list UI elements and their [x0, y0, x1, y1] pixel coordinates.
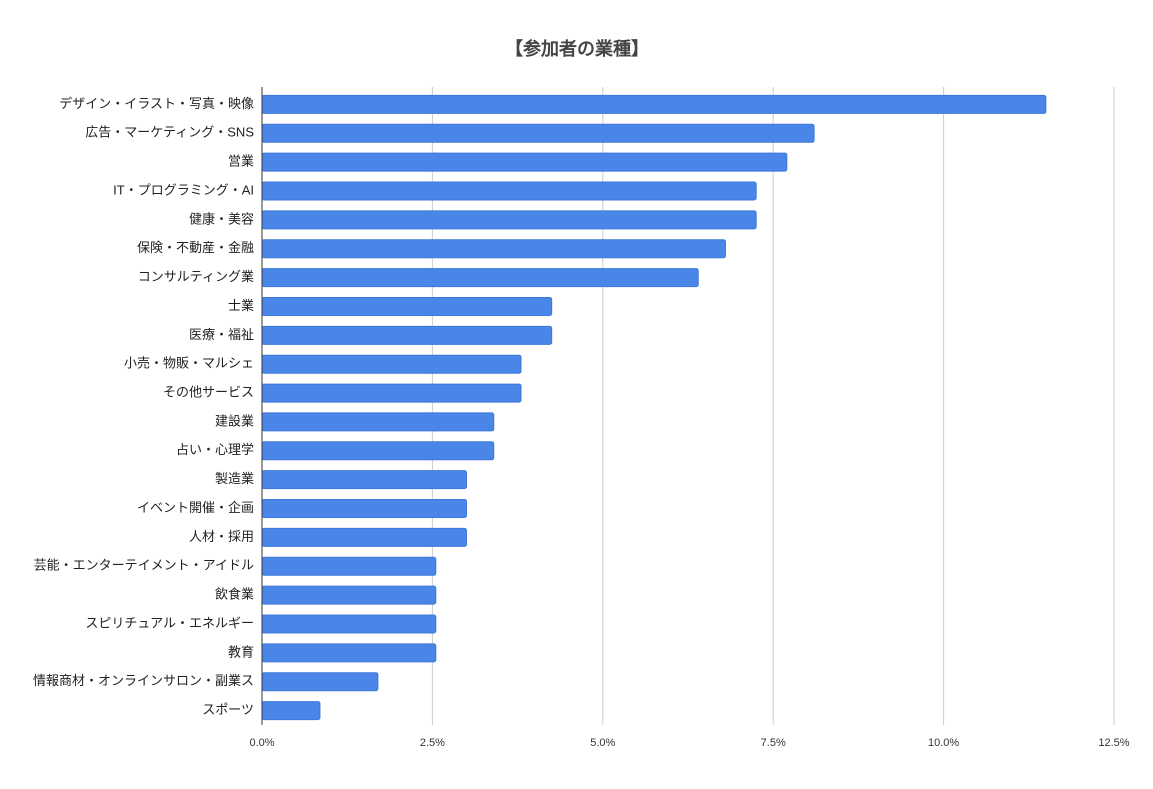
x-tick-label: 10.0%	[928, 737, 959, 749]
y-tick-label: 士業	[228, 298, 254, 313]
bar	[261, 672, 379, 692]
bar	[261, 441, 495, 461]
bar	[261, 94, 1047, 114]
bar	[261, 643, 437, 663]
y-tick-label: その他サービス	[163, 385, 254, 400]
bar	[261, 527, 467, 547]
bar	[261, 296, 553, 316]
bar	[261, 354, 522, 374]
y-tick-label: IT・プログラミング・AI	[113, 182, 254, 197]
y-tick-label: 医療・福祉	[189, 327, 254, 342]
bar	[261, 556, 437, 576]
y-tick-label: デザイン・イラスト・写真・映像	[59, 96, 254, 111]
y-tick-label: 広告・マーケティング・SNS	[85, 125, 254, 140]
y-tick-label: 小売・物販・マルシェ	[124, 356, 254, 371]
bar	[261, 585, 437, 605]
y-tick-label: スピリチュアル・エネルギー	[85, 615, 254, 630]
y-tick-label: 情報商材・オンラインサロン・副業ス	[33, 673, 254, 688]
bar	[261, 123, 815, 143]
y-tick-label: 保険・不動産・金融	[137, 240, 254, 255]
y-tick-label: イベント開催・企画	[137, 500, 254, 515]
x-tick-label: 0.0%	[249, 737, 274, 749]
y-tick-label: 占い・心理学	[176, 442, 254, 457]
bar	[261, 152, 788, 172]
y-tick-label: 教育	[228, 644, 254, 659]
bar	[261, 325, 553, 345]
x-tick-label: 7.5%	[761, 737, 786, 749]
bar	[261, 239, 726, 259]
bar	[261, 181, 757, 201]
bar	[261, 701, 321, 721]
bar	[261, 470, 467, 490]
y-tick-label: 健康・美容	[189, 211, 254, 226]
chart-title: 【参加者の業種】	[505, 38, 649, 59]
y-tick-label: 製造業	[215, 471, 254, 486]
y-tick-label: 芸能・エンターテイメント・アイドル	[34, 558, 254, 573]
y-tick-label: 建設業	[215, 413, 254, 428]
y-tick-label: コンサルティング業	[138, 269, 254, 284]
bar	[261, 499, 467, 519]
x-tick-label: 2.5%	[420, 737, 445, 749]
x-tick-label: 12.5%	[1098, 737, 1129, 749]
y-tick-label: 人材・採用	[189, 529, 254, 544]
y-tick-label: スポーツ	[202, 702, 254, 717]
y-tick-label: 営業	[228, 154, 254, 169]
bar	[261, 412, 495, 432]
bar	[261, 268, 699, 288]
bar	[261, 210, 757, 230]
bar	[261, 614, 437, 634]
x-tick-label: 5.0%	[590, 737, 615, 749]
bar	[261, 383, 522, 403]
y-tick-label: 飲食業	[215, 587, 254, 602]
